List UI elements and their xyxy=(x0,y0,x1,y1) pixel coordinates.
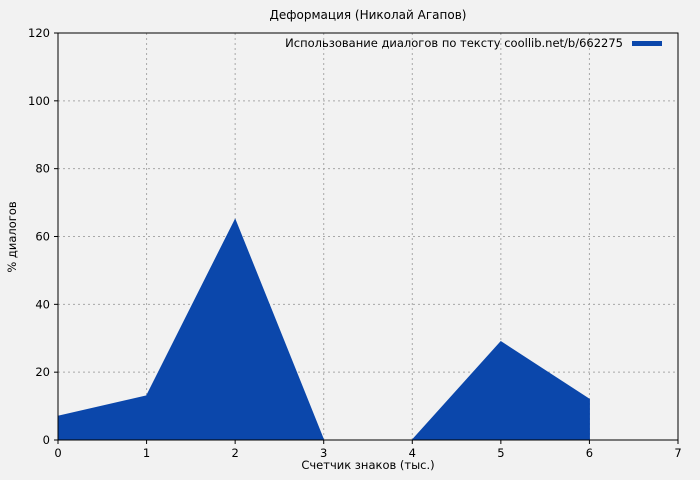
y-tick-label: 100 xyxy=(28,94,50,108)
y-tick-label: 0 xyxy=(43,433,50,447)
x-tick-label: 7 xyxy=(674,446,681,460)
x-tick-label: 6 xyxy=(586,446,593,460)
legend-label: Использование диалогов по тексту coollib… xyxy=(285,36,623,50)
legend: Использование диалогов по тексту coollib… xyxy=(285,36,662,50)
y-tick-label: 60 xyxy=(35,230,50,244)
y-tick-label: 120 xyxy=(28,26,50,40)
y-tick-label: 40 xyxy=(35,297,50,311)
x-tick-label: 5 xyxy=(497,446,504,460)
y-tick-label: 20 xyxy=(35,365,50,379)
x-axis-label: Счетчик знаков (тыс.) xyxy=(301,458,435,472)
x-tick-label: 2 xyxy=(231,446,238,460)
x-tick-label: 1 xyxy=(143,446,150,460)
x-tick-label: 0 xyxy=(54,446,61,460)
x-tick-label: 3 xyxy=(320,446,327,460)
y-axis-label: % диалогов xyxy=(5,201,19,273)
legend-swatch-line xyxy=(632,40,662,46)
chart-title: Деформация (Николай Агапов) xyxy=(269,8,467,22)
x-tick-label: 4 xyxy=(409,446,416,460)
y-tick-label: 80 xyxy=(35,162,50,176)
